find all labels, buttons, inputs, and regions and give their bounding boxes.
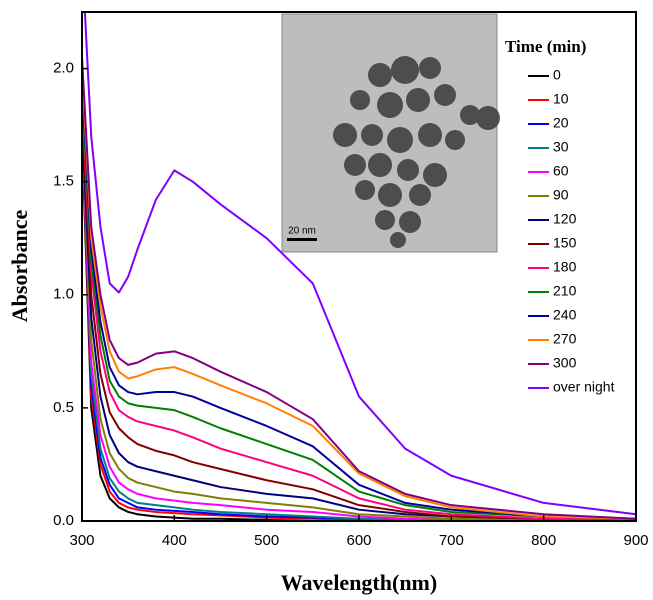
x-tick-label: 600: [346, 532, 371, 549]
y-tick-label: 0.5: [53, 399, 74, 416]
legend-label: 10: [553, 91, 569, 107]
y-tick-label: 2.0: [53, 60, 74, 77]
legend-label: 20: [553, 115, 569, 131]
legend-label: 300: [553, 355, 577, 371]
x-axis-label: Wavelength(nm): [281, 570, 437, 595]
legend-label: 270: [553, 331, 577, 347]
inset-scale-label: 20 nm: [288, 226, 316, 237]
chart: 20 nm Wavelength(nm) Absorbance Time (mi…: [0, 0, 653, 600]
y-tick-label: 1.0: [53, 286, 74, 303]
legend-label: over night: [553, 379, 615, 395]
y-tick-label: 1.5: [53, 173, 74, 190]
x-tick-label: 300: [69, 532, 94, 549]
legend-label: 120: [553, 211, 577, 227]
legend-label: 240: [553, 307, 577, 323]
legend-label: 60: [553, 163, 569, 179]
legend-label: 180: [553, 259, 577, 275]
x-tick-label: 800: [531, 532, 556, 549]
x-tick-label: 900: [623, 532, 648, 549]
legend-title: Time (min): [505, 37, 586, 56]
legend-label: 90: [553, 187, 569, 203]
y-tick-label: 0.0: [53, 512, 74, 529]
legend-label: 30: [553, 139, 569, 155]
legend-label: 210: [553, 283, 577, 299]
x-tick-label: 400: [162, 532, 187, 549]
legend-label: 0: [553, 67, 561, 83]
x-tick-label: 700: [439, 532, 464, 549]
y-axis-label: Absorbance: [7, 210, 32, 323]
legend-label: 150: [553, 235, 577, 251]
inset-image: 20 nm: [282, 14, 500, 252]
x-tick-label: 500: [254, 532, 279, 549]
